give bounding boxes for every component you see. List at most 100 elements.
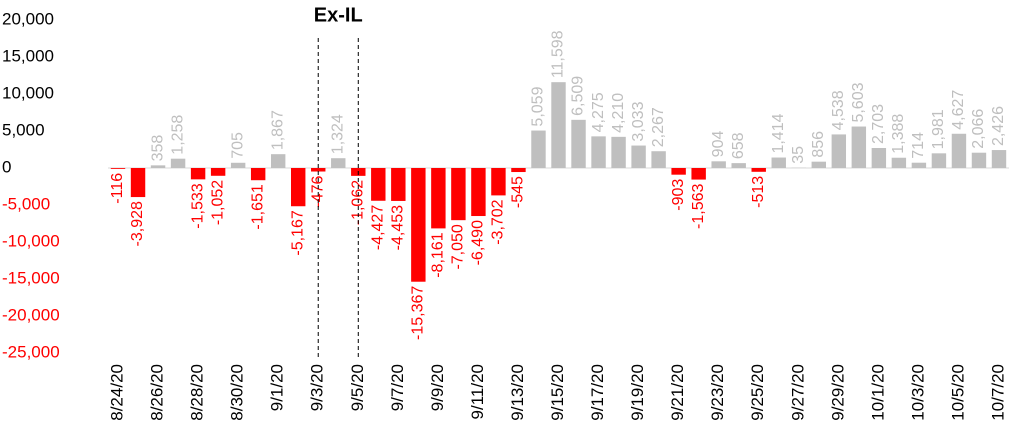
- bar: [451, 168, 466, 221]
- bar: [851, 126, 867, 168]
- x-tick-label: 9/11/20: [468, 364, 487, 419]
- value-label: -1,563: [690, 183, 707, 228]
- value-label: 4,210: [610, 93, 627, 133]
- value-label: 1,981: [930, 109, 947, 149]
- bar: [150, 165, 166, 168]
- x-tick-label: 9/15/20: [548, 364, 567, 421]
- x-tick-label: 8/28/20: [188, 364, 207, 421]
- bar: [871, 147, 887, 168]
- bar: [431, 168, 446, 229]
- y-tick-label: 20,000: [2, 9, 54, 28]
- value-label: -3,928: [129, 201, 146, 246]
- bar: [551, 82, 566, 168]
- value-label: -476: [309, 175, 326, 207]
- value-label: 3,033: [630, 101, 647, 141]
- value-label: -545: [510, 176, 527, 208]
- x-tick-label: 9/1/20: [268, 364, 287, 411]
- value-label: 35: [790, 146, 807, 164]
- y-tick-label: 15,000: [2, 46, 54, 65]
- bar: [311, 168, 326, 172]
- value-label: 1,324: [329, 114, 346, 154]
- value-label: -903: [670, 179, 687, 211]
- value-label: 658: [730, 132, 747, 159]
- bar: [611, 136, 626, 168]
- value-label: -1,533: [189, 183, 206, 228]
- x-tick-label: 9/7/20: [388, 364, 407, 411]
- bar: [751, 168, 766, 172]
- value-label: 4,627: [950, 90, 967, 130]
- x-tick-label: 8/30/20: [228, 364, 247, 421]
- value-label: 705: [229, 132, 246, 159]
- bar: [531, 130, 546, 168]
- bar: [230, 162, 246, 168]
- bar: [671, 168, 686, 175]
- value-label: 1,388: [890, 114, 907, 154]
- bar: [491, 168, 506, 196]
- bar: [911, 162, 927, 168]
- bar: [391, 168, 406, 201]
- bar: [110, 168, 126, 169]
- value-label: -8,161: [430, 232, 447, 277]
- x-tick-label: 9/19/20: [628, 364, 647, 421]
- bar: [471, 168, 486, 217]
- x-tick-label: 9/29/20: [828, 364, 847, 421]
- bar: [130, 168, 146, 198]
- y-tick-label: 5,000: [2, 120, 45, 139]
- value-label: 2,426: [990, 106, 1007, 146]
- bar: [411, 168, 426, 282]
- value-label: 4,538: [830, 90, 847, 130]
- y-tick-label: -20,000: [2, 305, 60, 324]
- x-tick-label: 8/26/20: [148, 364, 167, 421]
- value-label: -116: [109, 173, 126, 204]
- value-label: -5,167: [289, 210, 306, 255]
- x-tick-label: 9/9/20: [428, 364, 447, 411]
- bar: [711, 161, 726, 168]
- value-label: 904: [710, 131, 727, 158]
- x-tick-label: 10/3/20: [908, 364, 927, 421]
- bar: [651, 151, 666, 168]
- bar: [190, 168, 206, 180]
- value-label: 11,598: [550, 30, 567, 78]
- bar: [631, 145, 646, 168]
- bar: [250, 168, 266, 181]
- bar: [831, 134, 847, 168]
- x-tick-label: 9/13/20: [508, 364, 527, 421]
- value-label: 2,267: [650, 107, 667, 147]
- value-label: 856: [810, 131, 827, 158]
- y-tick-label: 0: [2, 157, 11, 176]
- bar: [571, 119, 586, 168]
- value-label: -15,367: [410, 286, 427, 340]
- bar: [931, 153, 947, 168]
- bar: [331, 158, 346, 168]
- bar: [591, 136, 606, 168]
- value-label: -513: [750, 176, 767, 208]
- bar: [291, 168, 306, 207]
- y-tick-label: -15,000: [2, 268, 60, 287]
- bar: [971, 152, 987, 168]
- x-tick-label: 10/7/20: [988, 364, 1007, 421]
- value-label: 2,066: [970, 109, 987, 149]
- y-tick-label: -10,000: [2, 231, 60, 250]
- bar: [991, 150, 1007, 168]
- bar: [270, 154, 286, 168]
- x-tick-label: 9/5/20: [348, 364, 367, 411]
- y-tick-label: -5,000: [2, 194, 50, 213]
- bar: [210, 168, 226, 176]
- value-label: 714: [910, 132, 927, 159]
- x-tick-label: 9/3/20: [308, 364, 327, 411]
- bar: [771, 157, 786, 168]
- x-tick-label: 9/25/20: [748, 364, 767, 421]
- annotation: Ex-IL: [314, 4, 363, 26]
- x-tick-label: 9/27/20: [788, 364, 807, 421]
- value-label: 6,509: [570, 76, 587, 116]
- value-label: 4,275: [590, 92, 607, 132]
- bar: [691, 168, 706, 180]
- x-tick-label: 9/21/20: [668, 364, 687, 421]
- bar: [511, 168, 526, 173]
- value-label: 358: [149, 135, 166, 162]
- value-label: -4,427: [370, 205, 387, 250]
- bar: [951, 133, 967, 168]
- value-label: 2,703: [870, 104, 887, 144]
- bar: [371, 168, 386, 201]
- value-label: -4,453: [390, 205, 407, 250]
